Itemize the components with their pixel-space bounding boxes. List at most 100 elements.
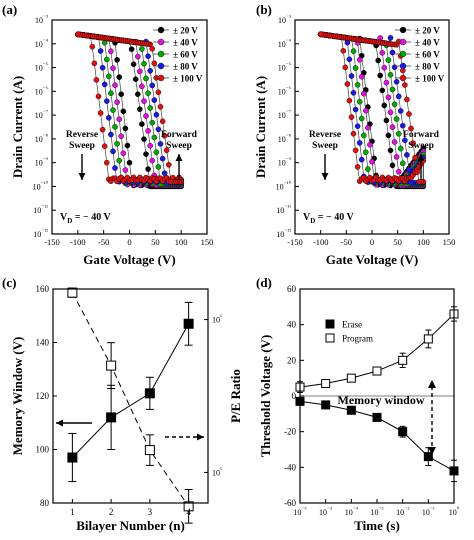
legend-marker	[325, 319, 335, 329]
x-axis-label: Gate Voltage (V)	[326, 252, 418, 267]
data-point	[414, 169, 421, 175]
data-point	[352, 106, 359, 113]
data-point	[391, 101, 398, 108]
y-tick-label: 0	[292, 391, 297, 401]
x-tick-label: 50	[393, 237, 402, 247]
data-point	[126, 159, 133, 166]
data-point	[108, 131, 114, 138]
y-tick-label: 10⁻³	[35, 15, 48, 25]
data-point	[367, 141, 373, 148]
panel-b: (b) -150 -100 -50 0 50 100 150 10⁻¹² 10⁻¹¹ 10⁻¹⁰ 10…	[253, 2, 455, 267]
data-point	[412, 154, 418, 161]
x-tick-label: -50	[341, 237, 352, 247]
data-point	[120, 150, 127, 156]
data-point	[149, 82, 155, 89]
arrow-head-up	[428, 380, 436, 388]
data-point	[365, 166, 371, 172]
data-point	[104, 159, 110, 166]
data-point	[104, 56, 110, 63]
legend-item: ± 80 V	[395, 62, 440, 72]
data-point	[383, 117, 390, 124]
data-point	[157, 141, 164, 147]
data-point	[389, 86, 396, 93]
data-point	[67, 452, 78, 463]
panel-a: (a) -150 -100 -50 0 50 100 150 10⁻¹² 10⁻¹¹ 10⁻¹⁰ 10…	[2, 2, 213, 267]
panel-label: (d)	[256, 275, 272, 290]
data-point	[110, 65, 116, 71]
annotation-reverse: Reverse	[309, 130, 341, 140]
data-point	[352, 147, 359, 154]
data-point	[352, 65, 359, 71]
data-point	[139, 83, 145, 90]
data-point	[93, 77, 100, 83]
data-point	[406, 111, 412, 117]
legend: ± 20 V ± 40 V ± 60 V ± 80 V ± 100 V	[153, 26, 203, 84]
x-tick-label: 10⁻⁴	[345, 507, 358, 517]
data-point	[360, 132, 367, 139]
y-tick-label: 10⁻¹⁰	[33, 180, 49, 191]
data-point	[387, 147, 394, 154]
right-axis-arrow-head	[197, 433, 204, 441]
annotation-forward: Forward	[403, 130, 440, 140]
data-point	[132, 76, 139, 82]
data-point	[344, 81, 351, 87]
data-point	[385, 57, 392, 63]
data-point	[356, 140, 363, 146]
data-point	[110, 148, 116, 155]
y-tick-label: 10⁻⁹	[35, 158, 48, 168]
legend-label: ± 60 V	[173, 50, 198, 60]
data-point	[395, 130, 402, 137]
data-point	[159, 155, 166, 162]
data-point	[381, 64, 388, 71]
y-tick-label: 80	[40, 498, 50, 508]
data-point	[358, 73, 365, 80]
data-point	[360, 90, 367, 97]
legend-label: ± 100 V	[415, 74, 445, 84]
x-tick-label: -100	[70, 237, 86, 247]
y2-tick-label: 10⁵	[212, 467, 222, 477]
data-point	[141, 61, 147, 67]
y-tick-label: 10⁻¹⁰	[276, 180, 292, 191]
y-tick-label: 10⁻⁵	[35, 63, 48, 73]
data-point	[108, 90, 114, 96]
data-point	[350, 130, 357, 137]
data-point	[402, 82, 408, 88]
data-point	[163, 147, 170, 154]
data-point	[116, 157, 122, 164]
data-point	[354, 123, 361, 129]
data-point	[147, 68, 153, 74]
data-point	[120, 108, 127, 115]
data-point	[346, 405, 356, 415]
data-point	[159, 118, 166, 125]
forward-arrow-head	[417, 154, 425, 161]
x-tick-label: 50	[151, 237, 160, 247]
data-point	[118, 133, 124, 139]
legend-label: Program	[342, 334, 373, 344]
x-tick-label: 2	[109, 507, 114, 517]
x-tick-label: -50	[98, 237, 109, 247]
legend-label: ± 40 V	[415, 38, 440, 48]
data-point	[95, 93, 102, 100]
legend-item: ± 40 V	[395, 38, 440, 48]
data-point	[157, 104, 164, 110]
data-point	[397, 145, 404, 152]
y-axis-label: Memory Window (V)	[10, 337, 25, 456]
forward-arrow-head	[175, 154, 183, 161]
data-point	[114, 99, 120, 105]
data-point	[358, 156, 365, 163]
y-tick-label: 10⁻⁷	[278, 110, 291, 120]
data-point	[385, 94, 392, 101]
x-tick-label: 150	[201, 237, 214, 247]
data-point	[130, 61, 137, 67]
y-axis-label: Threshold Voltage (V)	[258, 335, 273, 458]
annotation-reverse: Reverse	[66, 130, 98, 140]
reverse-arrow-head	[321, 173, 329, 180]
data-point	[406, 166, 412, 173]
data-point	[346, 97, 353, 104]
y-tick-label: 10⁻¹¹	[33, 205, 48, 215]
y-tick-label: 10⁻³	[278, 15, 291, 25]
legend-marker	[399, 62, 407, 70]
data-point	[358, 115, 365, 122]
data-point	[362, 107, 369, 114]
annotation-sweep-2: Sweep	[166, 141, 192, 151]
